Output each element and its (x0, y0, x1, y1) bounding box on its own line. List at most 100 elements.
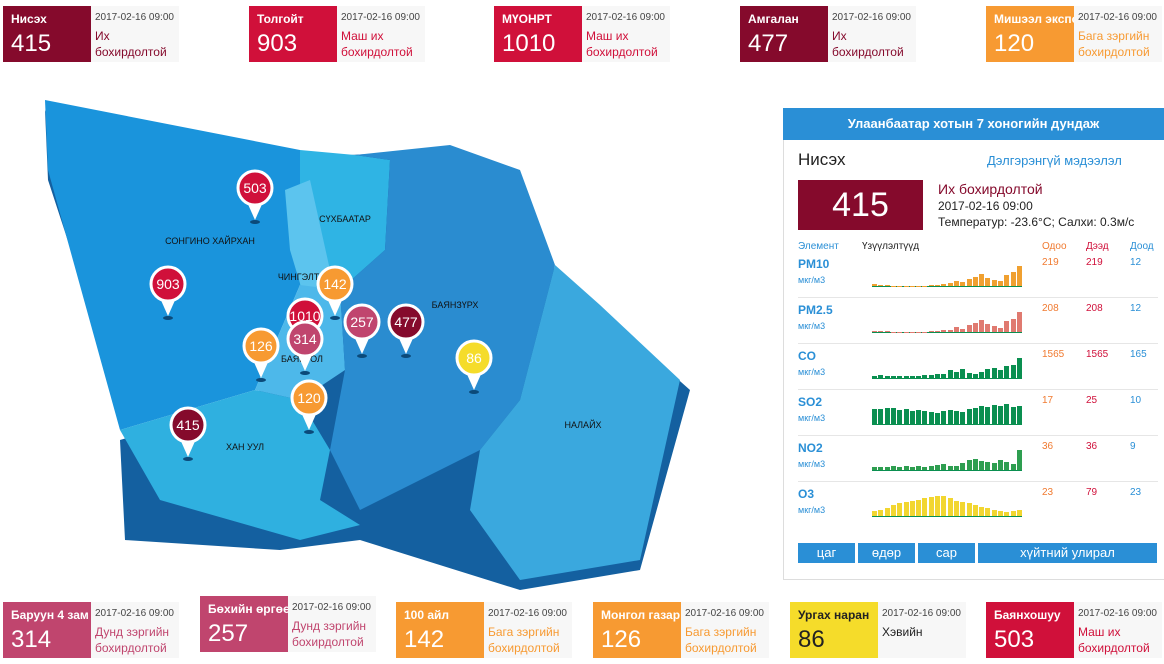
card-date: 2017-02-16 09:00 (882, 608, 961, 619)
card-info (1074, 6, 1162, 62)
period-button[interactable]: сар (918, 543, 975, 563)
spark-bar (960, 328, 966, 332)
pin-tail (160, 298, 176, 316)
min-value: 12 (1130, 257, 1142, 268)
station-card[interactable] (3, 6, 91, 62)
spark-bar (941, 330, 947, 332)
spark-bar (953, 466, 959, 470)
card-date: 2017-02-16 09:00 (832, 12, 911, 23)
spark-bar (979, 507, 985, 516)
station-card[interactable] (593, 602, 681, 658)
spark-bar (947, 283, 953, 286)
spark-bar (884, 331, 890, 332)
card-value: 415 (11, 30, 52, 57)
spark-bar (1004, 366, 1010, 378)
station-card[interactable] (494, 6, 582, 62)
pin-label: 1010 (289, 308, 320, 324)
spark-bar (985, 324, 991, 332)
station-name: Нисэх (798, 150, 846, 169)
station-card[interactable] (790, 602, 878, 658)
spark-bar (928, 412, 934, 424)
pin-tail (466, 372, 482, 390)
row-divider (798, 481, 1158, 482)
spark-bar (947, 498, 953, 516)
spark-bar (916, 466, 922, 470)
spark-bar (878, 510, 884, 516)
card-value: 142 (404, 626, 445, 653)
spark-bar (985, 407, 991, 424)
sparkline-base (872, 470, 1022, 471)
panel-header[interactable]: Улаанбаатар хотын 7 хоногийн дундаж (783, 108, 1164, 140)
station-card[interactable] (249, 6, 337, 62)
spark-bar (966, 325, 972, 332)
spark-bar (897, 466, 903, 470)
spark-bar (972, 373, 978, 378)
spark-bar (947, 370, 953, 378)
card-name: МҮОНРТ (502, 12, 552, 26)
pin-label: 503 (243, 180, 267, 196)
table-header: Үзүүлэлтүүд (862, 241, 920, 252)
spark-bar (916, 375, 922, 378)
card-value: 503 (994, 626, 1035, 653)
station-card[interactable] (740, 6, 828, 62)
card-date: 2017-02-16 09:00 (488, 608, 567, 619)
spark-bar (928, 465, 934, 470)
station-card[interactable] (3, 602, 91, 658)
pin-shadow (469, 390, 479, 394)
station-card[interactable] (986, 6, 1074, 62)
pin-shadow (183, 457, 193, 461)
element-unit: мкг/м3 (798, 459, 826, 469)
details-link[interactable]: Дэлгэрэнгүй мэдээлэл (987, 153, 1122, 168)
spark-bar (935, 465, 940, 470)
period-button[interactable]: өдөр (858, 543, 915, 563)
spark-bar (985, 462, 991, 470)
pin-label: 415 (176, 417, 200, 433)
card-status: Бага зэргийн бохирдолтой (685, 625, 757, 655)
pin (242, 327, 280, 365)
period-button[interactable]: хүйтний улирал (978, 543, 1157, 563)
element-name: PM2.5 (798, 303, 833, 317)
element-name: O3 (798, 487, 815, 501)
spark-bar (872, 466, 877, 470)
min-value: 165 (1130, 349, 1147, 360)
district-label: СҮХБААТАР (319, 214, 371, 224)
element-unit: мкг/м3 (798, 367, 826, 377)
card-status: Маш их бохирдолтой (1078, 625, 1150, 655)
station-card[interactable] (986, 602, 1074, 658)
spark-bar (909, 500, 915, 516)
pin (149, 265, 187, 303)
spark-bar (972, 504, 978, 516)
spark-bar (985, 508, 991, 516)
card-value: 257 (208, 620, 249, 647)
period-button[interactable]: цаг (798, 543, 855, 563)
card-value: 314 (11, 626, 52, 653)
spark-bar (941, 464, 947, 470)
spark-bar (928, 374, 934, 378)
card-status: Маш их бохирдолтой (341, 29, 413, 59)
card-date: 2017-02-16 09:00 (95, 12, 174, 23)
table-header: Элемент (798, 241, 839, 252)
sparkline-base (872, 424, 1022, 425)
spark-bar (922, 375, 928, 378)
spark-bar (941, 496, 947, 516)
now-value: 219 (1042, 257, 1059, 268)
station-card[interactable] (396, 602, 484, 658)
spark-bar (878, 375, 884, 378)
spark-bar (972, 458, 978, 470)
element-unit: мкг/м3 (798, 505, 826, 515)
spark-bar (985, 277, 991, 286)
spark-bar (909, 411, 915, 424)
card-date: 2017-02-16 09:00 (292, 602, 371, 613)
card-info (288, 596, 376, 652)
card-status: Их бохирдолтой (95, 29, 167, 59)
pin (343, 303, 381, 341)
spark-bar (884, 375, 890, 378)
station-card[interactable] (200, 596, 288, 652)
card-name: Ургах наран (798, 608, 870, 622)
spark-bar (916, 410, 922, 424)
card-status: Маш их бохирдолтой (586, 29, 658, 59)
spark-bar (966, 372, 972, 378)
spark-bar (985, 369, 991, 378)
spark-bar (1016, 406, 1022, 424)
pin-label: 126 (249, 338, 273, 354)
